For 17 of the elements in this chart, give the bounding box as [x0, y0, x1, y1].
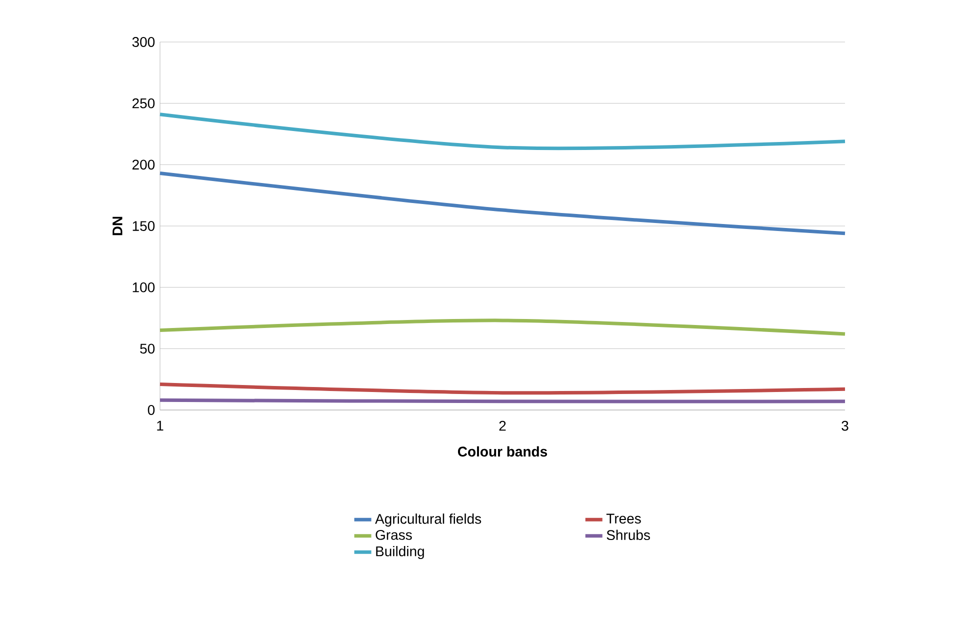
y-tick-label: 50: [140, 344, 155, 354]
legend-label: Trees: [606, 514, 641, 524]
x-axis-title: Colour bands: [458, 446, 548, 457]
legend-label: Agricultural fields: [375, 514, 482, 527]
y-tick-label: 150: [132, 221, 155, 231]
y-tick-label: 0: [148, 405, 155, 415]
legend-label: Shrubs: [606, 530, 650, 540]
y-axis-title: DN: [112, 216, 122, 236]
x-tick-label: 3: [842, 420, 848, 431]
y-tick-label: 250: [132, 98, 155, 108]
y-tick-label: 100: [132, 282, 155, 292]
legend-label: Grass: [376, 530, 412, 540]
y-tick-label: 300: [132, 37, 155, 47]
legend-label: Building: [376, 546, 424, 560]
y-tick-label: 200: [132, 160, 155, 170]
x-tick-label: 2: [499, 420, 506, 431]
x-tick-label: 1: [157, 420, 164, 430]
